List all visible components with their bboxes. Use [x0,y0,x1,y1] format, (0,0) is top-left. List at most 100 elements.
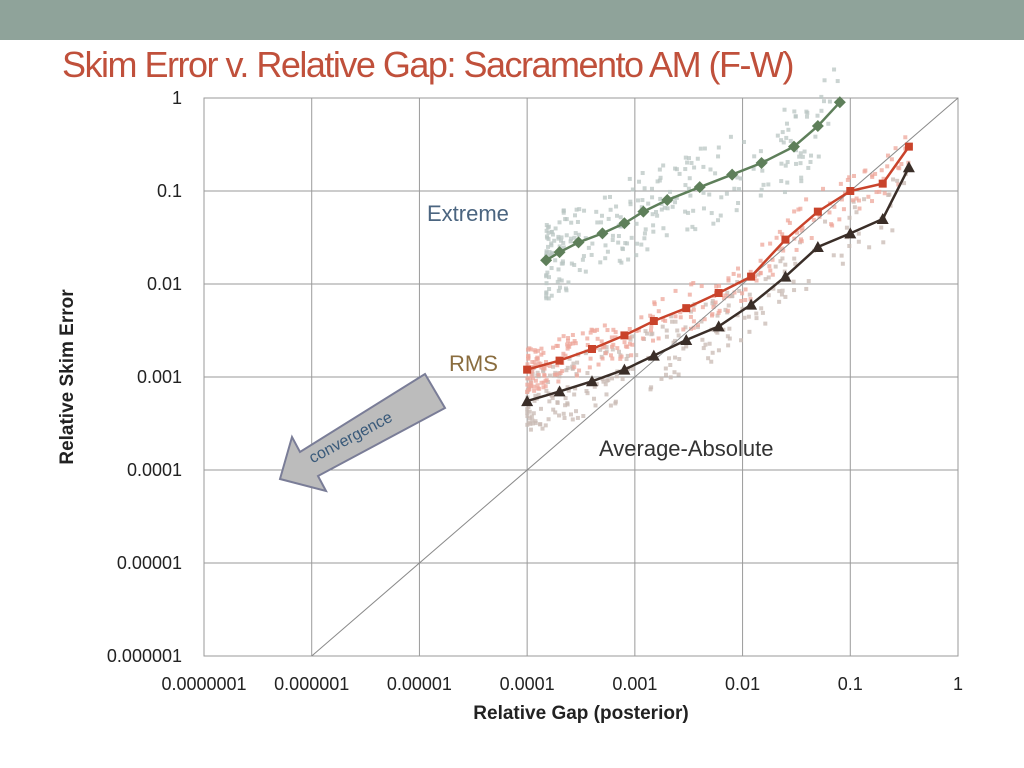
extreme-cloud-point [546,275,551,280]
extreme-cloud-point [646,201,651,206]
avg-abs-cloud-point [630,366,635,371]
rms-cloud-point [879,168,884,173]
extreme-cloud-point [695,156,700,161]
avg-abs-cloud-point [645,331,650,336]
rms-cloud-point [570,332,575,337]
y-tick-label: 0.001 [137,367,182,387]
rms-cloud-point [732,290,737,295]
rms-cloud-point [619,354,624,359]
extreme-cloud-point [553,258,558,263]
rms-cloud-point [691,307,696,312]
rms-cloud-point [543,378,548,383]
rms-cloud-point [885,164,890,169]
avg-abs-cloud-point [617,349,622,354]
avg-abs-cloud-point [563,403,568,408]
data-point [745,298,758,310]
extreme-cloud-point [781,140,786,145]
rms-cloud-point [862,169,867,174]
rms-cloud-point [767,264,772,269]
extreme-cloud-point [556,234,561,239]
avg-abs-cloud-point [672,370,677,375]
extreme-cloud-point [707,192,712,197]
avg-abs-cloud-point [739,338,744,343]
rms-cloud-point [585,336,590,341]
extreme-cloud-point [615,213,620,218]
avg-abs-cloud-point [856,239,861,244]
avg-abs-cloud-point [593,403,598,408]
extreme-cloud-point [544,281,549,286]
extreme-cloud-point [546,244,551,249]
rms-cloud-point [615,346,620,351]
rms-cloud-point [608,353,613,358]
x-tick-label: 0.0000001 [161,674,246,694]
rms-cloud-point [717,283,722,288]
rms-cloud-point [780,246,785,251]
rms-cloud-point [613,330,618,335]
data-point [521,395,534,407]
rms-cloud-point [526,387,531,392]
rms-cloud-point [699,284,704,289]
data-point [714,289,723,298]
extreme-cloud-point [564,288,569,293]
rms-cloud-point [796,207,801,212]
x-tick-label: 0.000001 [274,674,349,694]
annotation-rms: RMS [449,351,498,376]
rms-cloud-point [525,382,530,387]
rms-cloud-point [758,270,763,275]
rms-cloud-point [717,308,722,313]
extreme-cloud-point [569,220,574,225]
extreme-cloud-point [550,232,555,237]
extreme-cloud-point [561,240,566,245]
avg-abs-cloud-point [537,422,542,427]
rms-cloud-point [663,318,668,323]
extreme-cloud-point [783,163,788,168]
extreme-cloud-point [547,250,552,255]
rms-cloud-point [532,384,537,389]
extreme-cloud-point [686,210,691,215]
rms-cloud-point [595,327,600,332]
extreme-cloud-point [686,156,691,161]
avg-abs-cloud-point [737,288,742,293]
annotation-average-absolute: Average-Absolute [599,436,774,461]
avg-abs-cloud-point [648,387,653,392]
avg-abs-cloud-point [715,313,720,318]
rms-cloud-point [650,314,655,319]
extreme-cloud-point [564,233,569,238]
extreme-cloud-point [688,193,693,198]
extreme-cloud-point [560,259,565,264]
rms-cloud-point [897,166,902,171]
extreme-cloud-point [779,179,784,184]
avg-abs-cloud-point [592,384,597,389]
extreme-cloud-point [677,171,682,176]
rms-cloud-point [854,196,859,201]
avg-abs-cloud-point [525,414,530,419]
rms-cloud-point [799,228,804,233]
rms-cloud-point [795,230,800,235]
avg-abs-cloud-point [533,393,538,398]
avg-abs-cloud-point [604,345,609,350]
extreme-cloud-point [683,209,688,214]
rms-cloud-point [702,317,707,322]
extreme-cloud-point [683,167,688,172]
rms-cloud-point [609,344,614,349]
extreme-cloud-point [724,191,729,196]
avg-abs-cloud-point [763,277,768,282]
rms-cloud-point [870,199,875,204]
avg-abs-cloud-point [555,400,560,405]
extreme-cloud-point [566,280,571,285]
avg-abs-cloud-point [703,302,708,307]
rms-cloud-point [770,272,775,277]
extreme-cloud-point [752,154,757,159]
data-point [553,246,566,259]
y-tick-label: 0.00001 [117,553,182,573]
extreme-cloud-point [642,236,647,241]
rms-cloud-point [605,328,610,333]
extreme-cloud-point [635,198,640,203]
extreme-cloud-point [651,223,656,228]
rms-cloud-point [529,384,534,389]
extreme-cloud-point [617,258,622,263]
extreme-cloud-point [657,178,662,183]
rms-cloud-point [565,338,570,343]
extreme-cloud-point [661,226,666,231]
avg-abs-cloud-point [673,319,678,324]
